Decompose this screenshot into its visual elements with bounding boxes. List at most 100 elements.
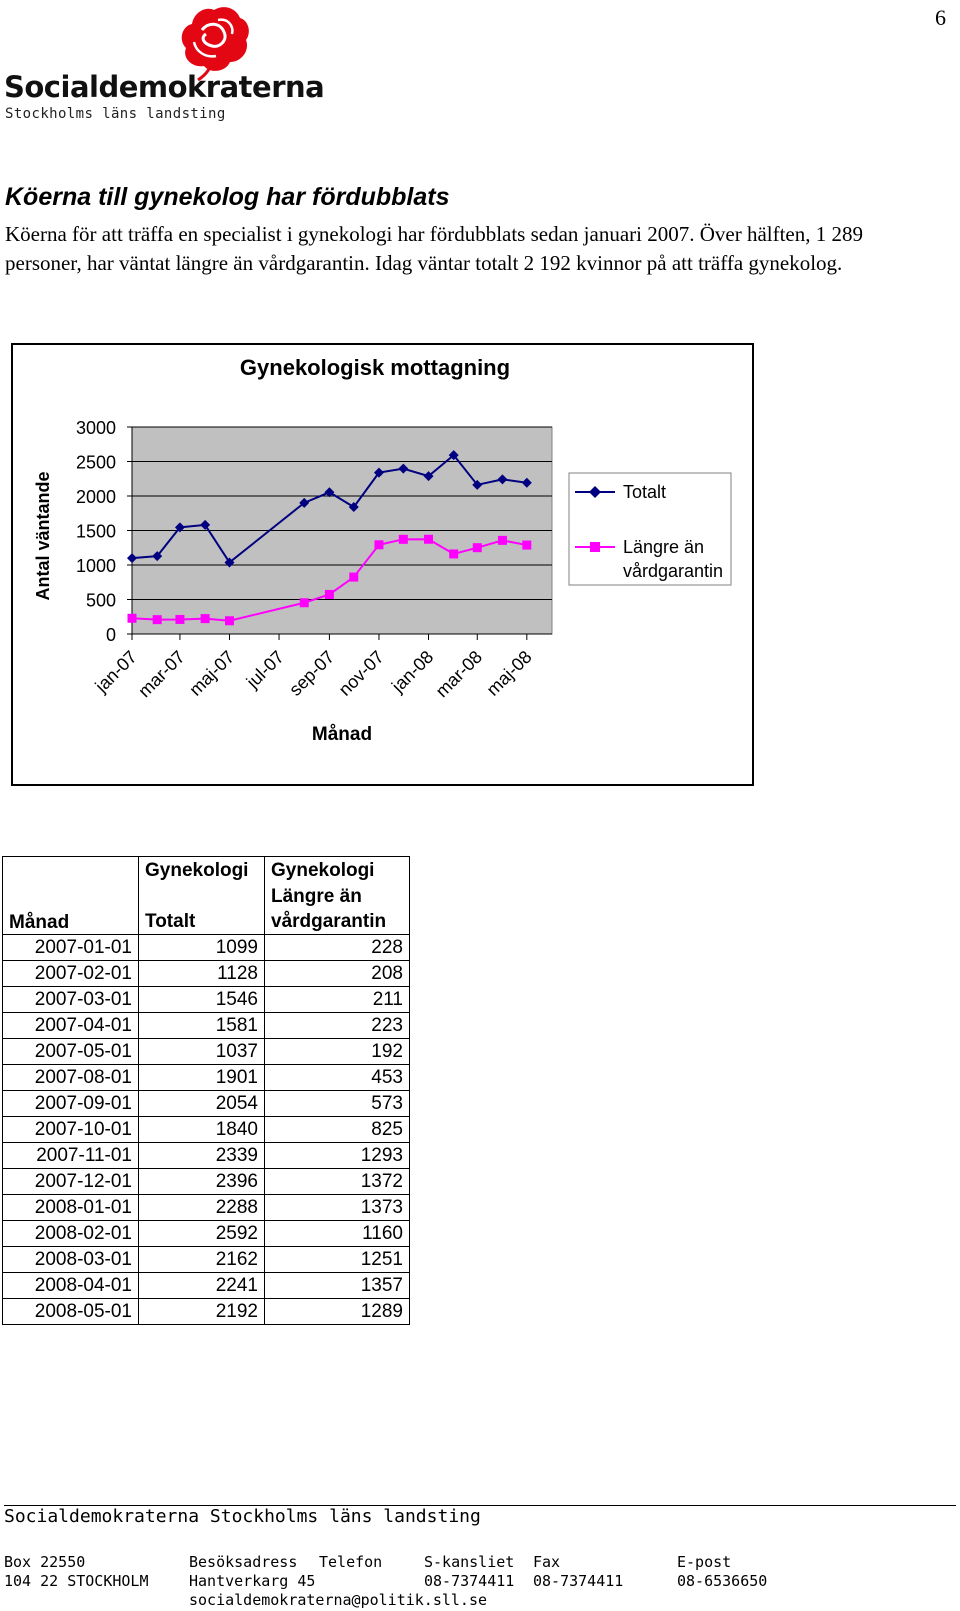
data-point-totalt bbox=[224, 557, 235, 568]
table-row: 2007-02-01 1128 208 bbox=[2, 960, 410, 987]
header-vg-top: Gynekologi bbox=[264, 856, 410, 883]
table-header-row-3: vårdgarantin bbox=[3, 908, 410, 935]
cell-vg: 1357 bbox=[264, 1272, 410, 1299]
cell-vg: 192 bbox=[264, 1038, 410, 1065]
cell-month: 2008-02-01 bbox=[2, 1220, 139, 1247]
data-point-totalt bbox=[200, 519, 211, 530]
cell-month: 2008-01-01 bbox=[2, 1194, 139, 1221]
y-tick-label: 1500 bbox=[76, 522, 116, 542]
cell-total: 1901 bbox=[138, 1064, 265, 1091]
legend-label-totalt: Totalt bbox=[623, 482, 666, 502]
data-point-vardgarantin bbox=[374, 540, 384, 550]
y-tick-label: 3000 bbox=[76, 418, 116, 438]
cell-month: 2008-03-01 bbox=[2, 1246, 139, 1273]
footer-office-phone: 08-7374411 bbox=[424, 1572, 515, 1590]
data-point-totalt bbox=[423, 471, 434, 482]
table-row: 2007-08-01 1901 453 bbox=[2, 1064, 410, 1091]
cell-vg: 1160 bbox=[264, 1220, 410, 1247]
line-chart: Gynekologisk mottagning Antal väntande M… bbox=[33, 355, 732, 745]
cell-vg: 1289 bbox=[264, 1298, 410, 1325]
page-number: 6 bbox=[935, 5, 946, 30]
logo: Socialdemokraterna Stockholms läns lands… bbox=[4, 2, 325, 122]
cell-total: 2192 bbox=[138, 1298, 265, 1325]
cell-total: 1099 bbox=[138, 934, 265, 961]
y-tick-label: 2000 bbox=[76, 487, 116, 507]
cell-month: 2007-12-01 bbox=[2, 1168, 139, 1195]
cell-total: 2241 bbox=[138, 1272, 265, 1299]
cell-month: 2008-04-01 bbox=[2, 1272, 139, 1299]
table-row: 2007-10-01 1840 825 bbox=[2, 1116, 410, 1143]
x-tick-label: mar-07 bbox=[134, 647, 188, 701]
footer-box: Box 22550 bbox=[4, 1553, 86, 1571]
cell-month: 2007-01-01 bbox=[2, 934, 139, 961]
cell-month: 2007-03-01 bbox=[2, 986, 139, 1013]
chart-title: Gynekologisk mottagning bbox=[240, 355, 510, 380]
data-point-vardgarantin bbox=[449, 549, 459, 559]
table-row: 2008-02-01 2592 1160 bbox=[2, 1220, 410, 1247]
table-row: 2007-04-01 1581 223 bbox=[2, 1012, 410, 1039]
footer-city: 104 22 STOCKHOLM bbox=[4, 1572, 149, 1590]
cell-total: 2592 bbox=[138, 1220, 265, 1247]
data-point-totalt bbox=[472, 479, 483, 490]
data-point-totalt bbox=[521, 477, 532, 488]
cell-total: 1037 bbox=[138, 1038, 265, 1065]
x-axis-label: Månad bbox=[312, 724, 372, 745]
footer-email-label: E-post bbox=[677, 1553, 732, 1571]
y-tick-label: 0 bbox=[106, 625, 116, 645]
y-axis-label: Antal väntande bbox=[33, 471, 53, 600]
x-tick-label: jul-07 bbox=[242, 647, 288, 693]
cell-total: 1128 bbox=[138, 960, 265, 987]
table-header-row-2: Totalt Längre än bbox=[3, 882, 410, 935]
chart-frame: Gynekologisk mottagning Antal väntande M… bbox=[11, 343, 754, 786]
article-intro: Köerna för att träffa en specialist i gy… bbox=[5, 222, 864, 275]
footer-fax-label: Fax bbox=[533, 1553, 561, 1571]
data-point-vardgarantin bbox=[424, 534, 434, 544]
cell-vg: 573 bbox=[264, 1090, 410, 1117]
data-point-totalt bbox=[448, 450, 459, 461]
x-tick-label: jan-08 bbox=[387, 647, 437, 697]
y-tick-label: 1000 bbox=[76, 556, 116, 576]
footer-divider bbox=[4, 1505, 956, 1506]
x-tick-label: maj-08 bbox=[483, 647, 536, 700]
header-month: Månad bbox=[2, 856, 139, 935]
footer-visit-value: Hantverkarg 45 bbox=[189, 1572, 316, 1590]
x-tick-label: sep-07 bbox=[285, 647, 338, 700]
table-row: 2007-11-01 2339 1293 bbox=[2, 1142, 410, 1169]
footer-org: Socialdemokraterna Stockholms läns lands… bbox=[4, 1506, 481, 1527]
cell-total: 2396 bbox=[138, 1168, 265, 1195]
cell-vg: 453 bbox=[264, 1064, 410, 1091]
cell-month: 2007-08-01 bbox=[2, 1064, 139, 1091]
footer-phone-label: Telefon bbox=[319, 1553, 383, 1571]
cell-vg: 1372 bbox=[264, 1168, 410, 1195]
cell-vg: 1293 bbox=[264, 1142, 410, 1169]
cell-total: 1581 bbox=[138, 1012, 265, 1039]
header-total-top: Gynekologi bbox=[138, 856, 265, 883]
footer-email-link[interactable]: socialdemokraterna@politik.sll.se bbox=[189, 1591, 488, 1609]
data-point-vardgarantin bbox=[349, 572, 359, 582]
cell-vg: 825 bbox=[264, 1116, 410, 1143]
cell-total: 2054 bbox=[138, 1090, 265, 1117]
data-table: Månad Gynekologi Gynekologi Totalt Längr… bbox=[2, 856, 410, 1325]
article-headline: Köerna till gynekolog har fördubblats bbox=[5, 183, 450, 211]
data-point-totalt bbox=[348, 502, 359, 513]
data-point-vardgarantin bbox=[127, 613, 137, 623]
x-tick-label: mar-08 bbox=[432, 647, 486, 701]
cell-month: 2007-02-01 bbox=[2, 960, 139, 987]
header-vg-mid: Längre än bbox=[264, 882, 410, 909]
table-row: 2007-01-01 1099 228 bbox=[2, 934, 410, 961]
footer-visit-label: Besöksadress bbox=[189, 1553, 298, 1571]
cell-vg: 223 bbox=[264, 1012, 410, 1039]
cell-vg: 1251 bbox=[264, 1246, 410, 1273]
cell-month: 2007-09-01 bbox=[2, 1090, 139, 1117]
data-point-vardgarantin bbox=[324, 589, 334, 599]
data-point-vardgarantin bbox=[497, 535, 507, 545]
cell-total: 2288 bbox=[138, 1194, 265, 1221]
cell-total: 1546 bbox=[138, 986, 265, 1013]
cell-vg: 1373 bbox=[264, 1194, 410, 1221]
table-row: 2007-03-01 1546 211 bbox=[2, 986, 410, 1013]
cell-total: 2162 bbox=[138, 1246, 265, 1273]
table-row: 2008-01-01 2288 1373 bbox=[2, 1194, 410, 1221]
cell-month: 2007-11-01 bbox=[2, 1142, 139, 1169]
data-point-totalt bbox=[174, 522, 185, 533]
data-point-vardgarantin bbox=[398, 534, 408, 544]
